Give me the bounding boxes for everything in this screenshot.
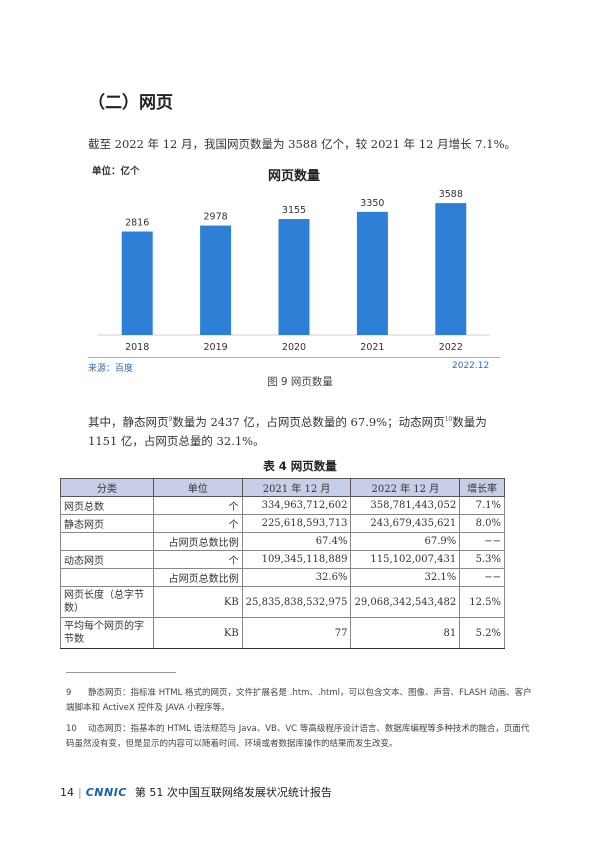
cell-2022: 115,102,007,431 <box>350 550 461 569</box>
chart-unit-label: 单位：亿个 <box>92 165 140 177</box>
cell-2021: 25,835,838,532,975 <box>241 586 352 618</box>
cell-growth: 5.2% <box>459 617 505 649</box>
cell-category: 静态网页 <box>60 514 154 533</box>
x-tick-2019: 2019 <box>204 342 228 353</box>
page-footer: 14 | CNNIC 第 51 次中国互联网络发展状况统计报告 <box>60 784 332 800</box>
detail-paragraph-line2: 1151 亿，占网页总量的 32.1%。 <box>88 434 265 448</box>
table-row: 网页长度（总字节数） KB 25,835,838,532,975 29,068,… <box>60 586 505 618</box>
header-category: 分类 <box>60 478 154 497</box>
source-divider <box>88 357 500 358</box>
value-label-2019: 2978 <box>204 212 228 223</box>
figure-caption: 图 9 网页数量 <box>267 376 333 388</box>
footer-separator: | <box>78 785 82 799</box>
cell-growth: 8.0% <box>459 514 505 533</box>
cell-unit: 个 <box>152 514 243 533</box>
cell-category: 动态网页 <box>60 550 154 569</box>
cell-unit: 个 <box>152 550 243 569</box>
cnnic-logo: CNNIC <box>85 785 127 799</box>
footnote-text: 动态网页：指基本的 HTML 语法规范与 Java、VB、VC 等高级程序设计语… <box>66 724 530 749</box>
cell-growth: 5.3% <box>459 550 505 569</box>
value-label-2022: 3588 <box>439 189 463 200</box>
cell-category <box>60 568 154 587</box>
header-growth: 增长率 <box>459 478 505 497</box>
value-label-2020: 3155 <box>282 205 306 216</box>
footnote-9: 9 静态网页：指标准 HTML 格式的网页，文件扩展名是 .htm、.html，可… <box>66 686 536 716</box>
section-heading: （二）网页 <box>88 93 173 113</box>
table-title: 表 4 网页数量 <box>263 459 337 473</box>
footnote-number: 9 <box>66 688 72 698</box>
bar-2021 <box>356 211 388 335</box>
detail-paragraph-line1: 其中，静态网页9数量为 2437 亿，占网页总数量的 67.9%；动态网页10数… <box>88 410 487 432</box>
cell-unit: 占网页总数比例 <box>152 532 243 551</box>
webpage-count-table: 分类 单位 2021 年 12 月 2022 年 12 月 增长率 网页总数 个… <box>60 478 505 649</box>
x-tick-2018: 2018 <box>125 342 149 353</box>
table-row: 静态网页 个 225,618,593,713 243,679,435,621 8… <box>60 514 505 533</box>
footnote-ref-9[interactable]: 9 <box>168 416 173 423</box>
footnote-text: 静态网页：指标准 HTML 格式的网页，文件扩展名是 .htm、.html，可以… <box>66 688 532 713</box>
cell-2021: 77 <box>241 617 352 649</box>
table-row: 动态网页 个 109,345,118,889 115,102,007,431 5… <box>60 550 505 569</box>
cell-2022: 29,068,342,543,482 <box>350 586 461 618</box>
table-row: 平均每个网页的字节数 KB 77 81 5.2% <box>60 617 505 649</box>
cell-category <box>60 532 154 551</box>
cell-2022: 243,679,435,621 <box>350 514 461 533</box>
table-row: 网页总数 个 334,963,712,602 358,781,443,052 7… <box>60 496 505 515</box>
footnote-10: 10 动态网页：指基本的 HTML 语法规范与 Java、VB、VC 等高级程序设… <box>66 722 536 752</box>
header-2022: 2022 年 12 月 <box>350 478 461 497</box>
bar-2020 <box>278 219 310 335</box>
table-header-row: 分类 单位 2021 年 12 月 2022 年 12 月 增长率 <box>60 478 505 497</box>
page-number: 14 <box>60 785 74 799</box>
cell-2022: 67.9% <box>350 532 461 551</box>
cell-growth: 7.1% <box>459 496 505 515</box>
chart-title: 网页数量 <box>268 168 320 184</box>
header-unit: 单位 <box>152 478 243 497</box>
x-tick-2021: 2021 <box>360 342 384 353</box>
table-row: 占网页总数比例 67.4% 67.9% −− <box>60 532 505 551</box>
detail-text: 数量为 2437 亿，占网页总数量的 67.9%；动态网页 <box>172 414 445 429</box>
x-tick-2022: 2022 <box>439 342 463 353</box>
cell-unit: 个 <box>152 496 243 515</box>
cell-2021: 67.4% <box>241 532 352 551</box>
header-2021: 2021 年 12 月 <box>241 478 352 497</box>
cell-growth: −− <box>459 568 505 587</box>
footnote-number: 10 <box>66 724 77 734</box>
bar-2022 <box>435 203 467 335</box>
cell-growth: −− <box>459 532 505 551</box>
value-label-2018: 2816 <box>125 218 149 229</box>
cell-growth: 12.5% <box>459 586 505 618</box>
x-tick-2020: 2020 <box>282 342 306 353</box>
table-row: 占网页总数比例 32.6% 32.1% −− <box>60 568 505 587</box>
cell-2022: 32.1% <box>350 568 461 587</box>
footnote-divider <box>66 672 176 673</box>
intro-paragraph: 截至 2022 年 12 月，我国网页数量为 3588 亿个，较 2021 年 … <box>88 137 516 151</box>
bar-2018 <box>121 231 153 335</box>
chart-source: 来源：百度 <box>88 364 134 374</box>
cell-category: 平均每个网页的字节数 <box>60 617 154 649</box>
cell-2022: 81 <box>350 617 461 649</box>
detail-text: 其中，静态网页 <box>88 414 169 429</box>
bar-2019 <box>200 225 232 335</box>
cell-2021: 109,345,118,889 <box>241 550 352 569</box>
cell-2022: 358,781,443,052 <box>350 496 461 515</box>
chart-date: 2022.12 <box>452 361 490 371</box>
footnote-ref-10[interactable]: 10 <box>444 416 453 423</box>
webpage-count-chart: 单位：亿个 网页数量 2816 2018 2978 2019 3155 2020 3350 2… <box>92 165 490 353</box>
cell-category: 网页总数 <box>60 496 154 515</box>
cell-category: 网页长度（总字节数） <box>60 586 154 618</box>
cell-2021: 225,618,593,713 <box>241 514 352 533</box>
cell-2021: 32.6% <box>241 568 352 587</box>
cell-unit: KB <box>152 586 243 618</box>
value-label-2021: 3350 <box>360 198 384 209</box>
detail-text: 数量为 <box>452 414 487 429</box>
cell-unit: 占网页总数比例 <box>152 568 243 587</box>
cell-2021: 334,963,712,602 <box>241 496 352 515</box>
cell-unit: KB <box>152 617 243 649</box>
report-title: 第 51 次中国互联网络发展状况统计报告 <box>134 786 332 799</box>
